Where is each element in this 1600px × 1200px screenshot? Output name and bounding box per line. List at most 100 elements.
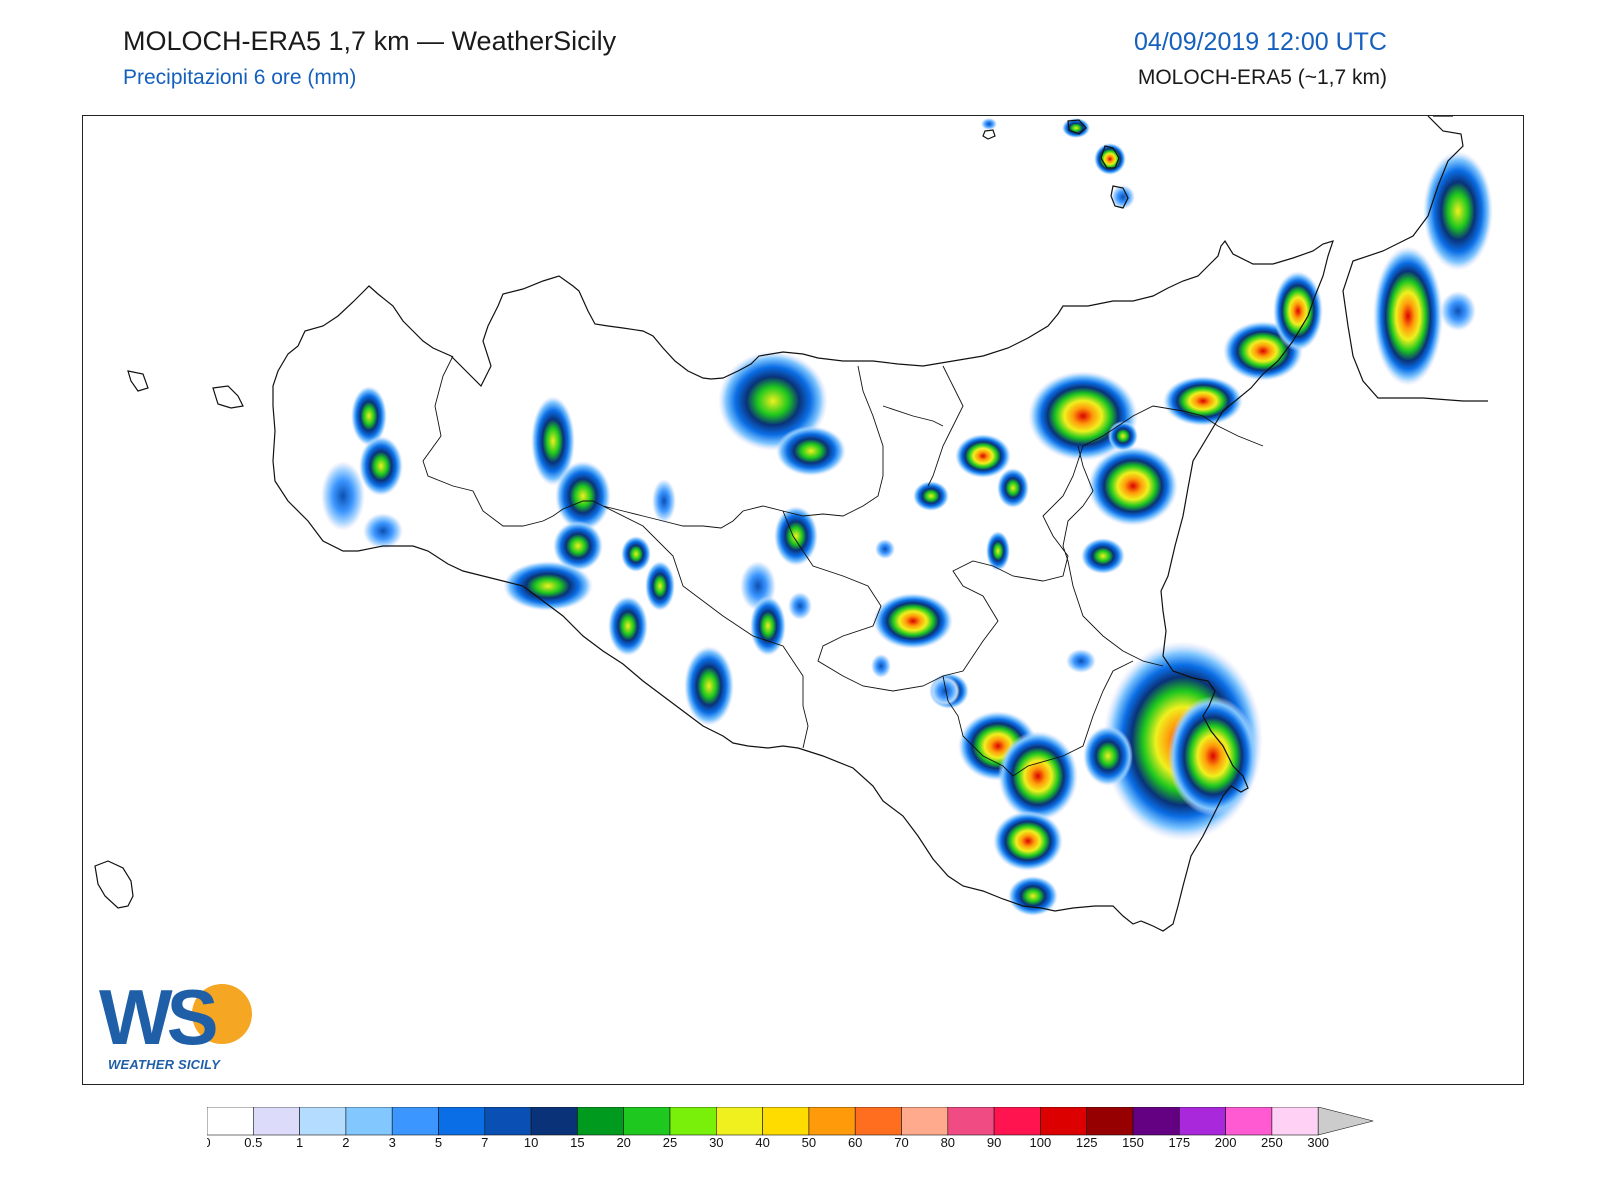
precip-cell — [873, 593, 953, 649]
logo-sun-icon — [192, 984, 252, 1044]
colorbar-tick-label: 150 — [1122, 1135, 1144, 1147]
weathersicily-logo: WS — [97, 973, 257, 1074]
precip-cell — [359, 436, 403, 496]
precip-cell — [871, 654, 891, 678]
egadi-island — [212, 385, 244, 409]
colorbar-tick-label: 0 — [207, 1135, 211, 1147]
colorbar-bin — [207, 1107, 254, 1136]
colorbar-tick-label: 175 — [1168, 1135, 1190, 1147]
colorbar-bin — [530, 1107, 578, 1136]
alicudi-island — [982, 129, 996, 140]
colorbar-tick-label: 2 — [342, 1135, 349, 1147]
precip-cell — [555, 461, 611, 531]
colorbar-tick-label: 60 — [848, 1135, 862, 1147]
colorbar-bin — [391, 1107, 439, 1136]
colorbar-tick-label: 125 — [1076, 1135, 1098, 1147]
colorbar-tick-label: 40 — [755, 1135, 769, 1147]
colorbar-bin — [577, 1107, 624, 1136]
precip-cell — [913, 481, 949, 511]
precip-cell — [774, 506, 818, 566]
precip-cell — [1008, 876, 1058, 916]
colorbar-tick-label: 10 — [524, 1135, 538, 1147]
logo-monogram: WS — [99, 974, 216, 1061]
precip-cell — [1273, 271, 1323, 351]
precip-cell — [1088, 446, 1178, 526]
precip-cell — [1081, 538, 1125, 574]
colorbar-tick-label: 3 — [389, 1135, 396, 1147]
colorbar-tick-label: 7 — [481, 1135, 488, 1147]
logo-caption: WEATHER SICILY — [108, 1057, 221, 1072]
colorbar-tick-label: 25 — [663, 1135, 677, 1147]
colorbar-bin — [438, 1107, 486, 1136]
colorbar-tick-label: 300 — [1307, 1135, 1329, 1147]
precip-cell — [875, 539, 895, 559]
precip-cell — [1440, 291, 1476, 331]
precip-cell — [351, 386, 387, 446]
precipitation-map — [94, 116, 1493, 932]
colorbar-tick-label: 30 — [709, 1135, 723, 1147]
vulcano-island — [1110, 185, 1129, 209]
precip-cell — [997, 468, 1029, 508]
precip-cell — [608, 596, 648, 656]
precip-cell — [981, 118, 997, 130]
model-label: MOLOCH-ERA5 (~1,7 km) — [1137, 66, 1387, 89]
precip-cell — [1423, 151, 1493, 271]
salina-island — [1067, 119, 1087, 135]
colorbar-bin — [1086, 1107, 1134, 1136]
precip-cell — [652, 479, 676, 523]
map-title: MOLOCH-ERA5 1,7 km — WeatherSicily — [123, 26, 617, 56]
precip-cell — [321, 461, 365, 531]
precip-cell — [993, 811, 1063, 871]
precip-cell — [1083, 726, 1133, 786]
colorbar-bin — [252, 1107, 300, 1136]
colorbar-tick-label: 90 — [987, 1135, 1001, 1147]
colorbar-bin — [1132, 1107, 1180, 1136]
egadi-island — [127, 370, 149, 392]
colorbar-tick-label: 15 — [570, 1135, 584, 1147]
sicily-coastline — [272, 239, 1334, 932]
precip-cell — [1094, 143, 1126, 175]
colorbar-bin — [1178, 1107, 1226, 1136]
colorbar-bin — [299, 1107, 347, 1136]
precip-cell — [1066, 649, 1096, 673]
colorbar-bin — [762, 1107, 810, 1136]
precip-cell — [1168, 696, 1258, 816]
colorbar-tick-label: 5 — [435, 1135, 442, 1147]
valid-datetime: 04/09/2019 12:00 UTC — [1134, 28, 1387, 56]
colorbar-bin — [1040, 1107, 1088, 1136]
colorbar-tick-label: 0.5 — [244, 1135, 262, 1147]
precip-cell — [1373, 246, 1443, 386]
coastline-layer — [94, 116, 1488, 932]
calabria-coastline — [1342, 116, 1488, 402]
colorbar-tick-label: 20 — [616, 1135, 630, 1147]
precip-cell — [1111, 185, 1135, 209]
precip-cell — [503, 561, 593, 611]
precip-cell — [1163, 376, 1243, 426]
precip-cell — [1062, 118, 1090, 138]
internal-borders — [422, 355, 1264, 777]
colorbar-bin — [901, 1107, 949, 1136]
map-subtitle: Precipitazioni 6 ore (mm) — [123, 66, 357, 89]
precip-cell — [1108, 421, 1138, 451]
colorbar-bin — [345, 1107, 393, 1136]
colorbar-tick-label: 50 — [802, 1135, 816, 1147]
colorbar-bin — [484, 1107, 532, 1136]
precip-cell — [645, 561, 675, 611]
precip-cell — [718, 351, 828, 451]
precip-cell — [930, 676, 960, 706]
precip-cell — [788, 592, 812, 620]
colorbar-bin — [993, 1107, 1041, 1136]
lipari-island — [1100, 145, 1120, 169]
colorbar-bin — [669, 1107, 717, 1136]
colorbar-bin — [854, 1107, 902, 1136]
precip-cell — [955, 434, 1011, 478]
colorbar-overflow-arrow — [1317, 1107, 1374, 1136]
map-panel: WS WEATHER SICILY — [82, 115, 1524, 1085]
colorbar-tick-label: 80 — [941, 1135, 955, 1147]
precipitation-colorbar: 0 0.5 1 2 3 5 7 10 15 20 25 30 40 50 60 70 80 90 100 125 150… — [207, 1107, 1374, 1147]
colorbar-tick-label: 1 — [296, 1135, 303, 1147]
colorbar-tick-label: 200 — [1215, 1135, 1237, 1147]
colorbar-bin — [715, 1107, 763, 1136]
precip-cell — [750, 596, 786, 656]
colorbar-tick-label: 100 — [1030, 1135, 1052, 1147]
